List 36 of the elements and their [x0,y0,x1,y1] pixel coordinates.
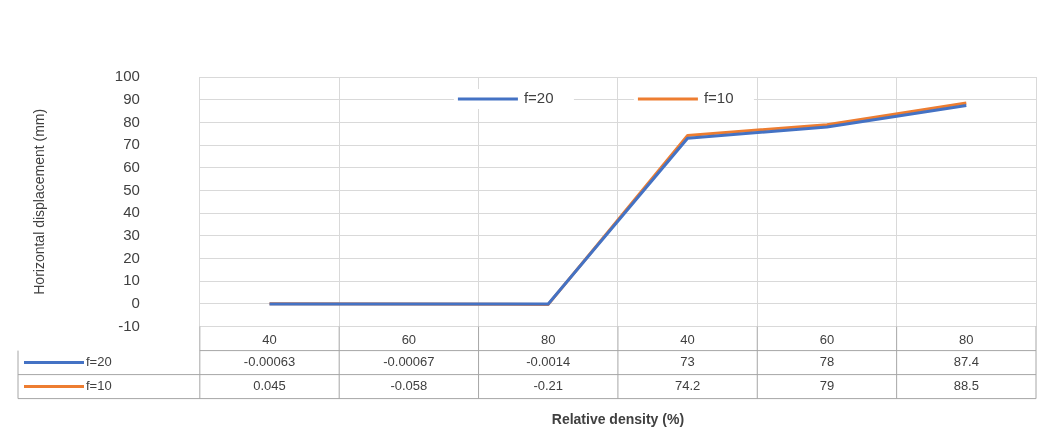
data-label: -0.0014 [526,354,571,370]
x-tick-label: 60 [401,331,417,347]
x-tick-label: 60 [819,331,835,347]
y-tick-label: 0 [131,294,140,312]
data-label: 78 [819,354,835,370]
y-tick-label: 90 [123,89,140,107]
x-tick-label: 40 [262,331,277,347]
y-tick-label: -10 [118,316,140,334]
data-label: -0.058 [390,378,428,394]
data-label: 74.2 [674,378,701,394]
data-label: 87.4 [953,354,979,370]
data-label: -0.00063 [243,354,296,370]
x-tick-label: 40 [680,331,695,347]
y-axis-title: Horizontal displacement (mm) [31,108,48,295]
x-tick-label: 80 [959,331,974,347]
y-tick-label: 40 [123,203,140,221]
y-tick-label: 80 [123,112,140,130]
data-label: 0.045 [253,378,286,394]
y-tick-label: 60 [123,157,140,175]
y-tick-label: 20 [123,248,140,266]
legend-label: f=20 [523,89,554,107]
data-label: -0.21 [533,378,564,394]
y-tick-label: 30 [123,225,140,243]
text: f=10 [86,378,112,394]
x-axis-title: Relative density (%) [551,411,685,428]
data-label: 73 [680,354,695,370]
text: f=20 [86,354,112,370]
x-tick-label: 80 [541,331,556,347]
y-tick-label: 10 [123,271,140,289]
data-label: -0.00067 [383,354,435,370]
y-tick-label: 70 [123,135,140,153]
data-label: 88.5 [953,378,979,394]
y-tick-label: 50 [123,180,140,198]
data-label: 79 [819,378,835,394]
legend-label: f=10 [703,89,734,107]
y-tick-label: 100 [114,67,140,85]
